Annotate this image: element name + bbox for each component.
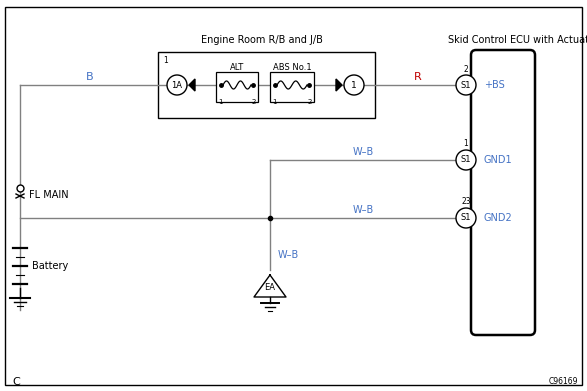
- Text: W–B: W–B: [278, 250, 299, 260]
- Text: 1: 1: [163, 56, 168, 65]
- Text: B: B: [86, 72, 94, 82]
- Text: Engine Room R/B and J/B: Engine Room R/B and J/B: [201, 35, 322, 45]
- Circle shape: [456, 208, 476, 228]
- Text: 2: 2: [308, 99, 312, 105]
- Text: R: R: [414, 72, 422, 82]
- Text: EA: EA: [265, 283, 275, 292]
- Text: ABS No.1: ABS No.1: [273, 63, 311, 72]
- Bar: [216, 72, 258, 102]
- Text: W–B: W–B: [352, 205, 373, 215]
- Text: 1: 1: [218, 99, 222, 105]
- Circle shape: [456, 150, 476, 170]
- Circle shape: [344, 75, 364, 95]
- Text: 2: 2: [252, 99, 256, 105]
- Text: 1: 1: [272, 99, 276, 105]
- Text: +BS: +BS: [484, 80, 505, 90]
- Text: 1: 1: [351, 81, 357, 90]
- Text: GND1: GND1: [484, 155, 512, 165]
- Text: 2: 2: [464, 65, 468, 74]
- Text: GND2: GND2: [484, 213, 513, 223]
- Circle shape: [456, 75, 476, 95]
- Polygon shape: [336, 79, 342, 91]
- Text: 23: 23: [461, 197, 471, 206]
- Text: C: C: [12, 377, 20, 387]
- Text: FL MAIN: FL MAIN: [29, 190, 69, 200]
- Text: C96169: C96169: [548, 377, 578, 386]
- Text: ALT: ALT: [230, 63, 244, 72]
- Text: S1: S1: [461, 156, 471, 165]
- Bar: [158, 52, 375, 118]
- Text: 1: 1: [464, 140, 468, 149]
- Text: Skid Control ECU with Actuator: Skid Control ECU with Actuator: [447, 35, 587, 45]
- Text: Battery: Battery: [32, 261, 68, 271]
- Text: 1A: 1A: [171, 81, 183, 90]
- Circle shape: [167, 75, 187, 95]
- Text: S1: S1: [461, 213, 471, 222]
- Text: W–B: W–B: [352, 147, 373, 157]
- Polygon shape: [189, 79, 195, 91]
- Text: S1: S1: [461, 81, 471, 90]
- Bar: [270, 72, 314, 102]
